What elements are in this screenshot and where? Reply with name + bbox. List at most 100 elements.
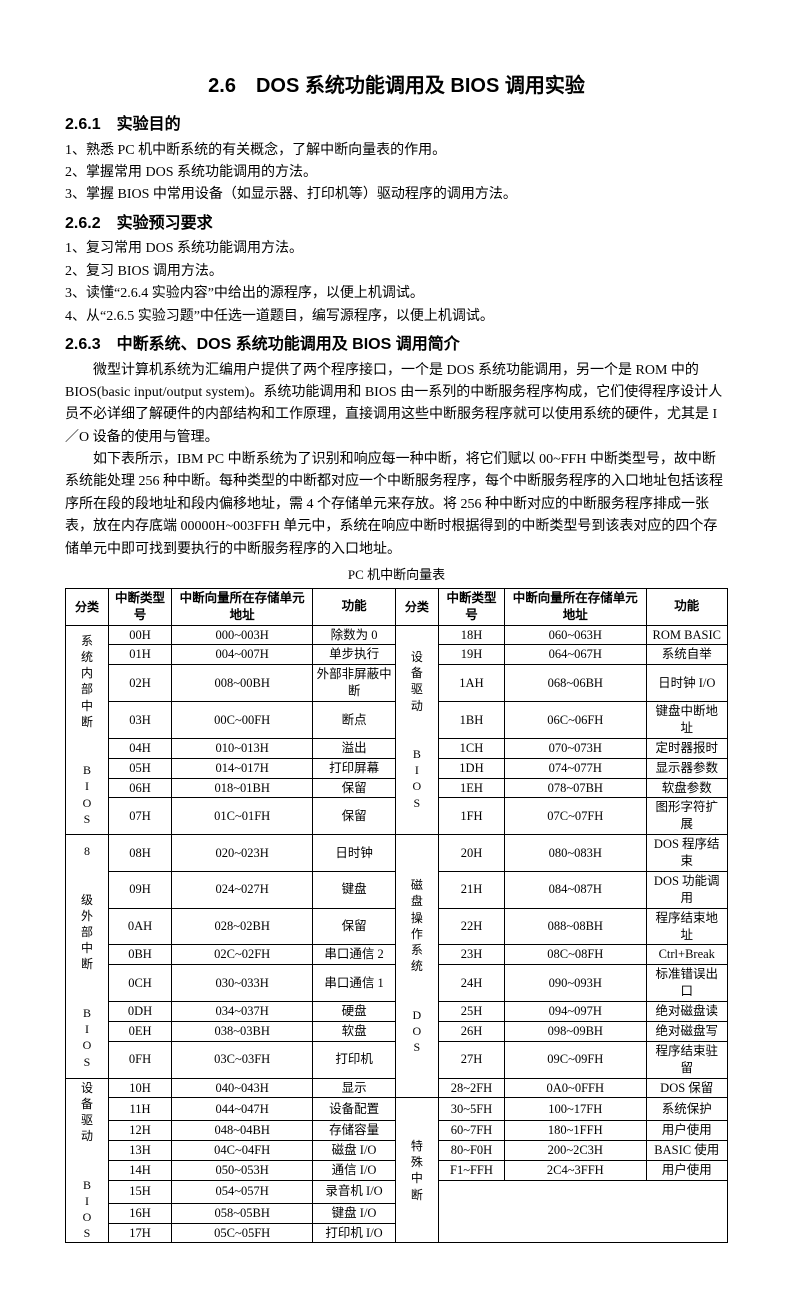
page-title: 2.6 DOS 系统功能调用及 BIOS 调用实验 — [65, 70, 728, 102]
category-cell: 特殊中断 — [395, 1098, 438, 1243]
cell: 图形字符扩展 — [646, 798, 728, 835]
cell: 074~077H — [505, 758, 646, 778]
cell: 098~09BH — [505, 1021, 646, 1041]
cell: 0DH — [109, 1002, 172, 1022]
cell: 26H — [438, 1021, 504, 1041]
category-cell: 设备驱动BIOS — [66, 1078, 109, 1243]
cell: 09C~09FH — [505, 1041, 646, 1078]
cell: 1CH — [438, 738, 504, 758]
cell: 090~093H — [505, 965, 646, 1002]
cell: 1FH — [438, 798, 504, 835]
cell: 200~2C3H — [505, 1141, 646, 1161]
cell: 17H — [109, 1223, 172, 1243]
text-line: 1、熟悉 PC 机中断系统的有关概念，了解中断向量表的作用。 — [65, 140, 728, 162]
table-row: 8级外部中断BIOS 08H020~023H日时钟 磁盘操作系统DOS 20H0… — [66, 835, 728, 872]
cell: 060~063H — [505, 625, 646, 645]
category-cell: 设备驱动BIOS — [395, 625, 438, 835]
cell: DOS 程序结束 — [646, 835, 728, 872]
cell: 日时钟 I/O — [646, 665, 728, 702]
cell: 20H — [438, 835, 504, 872]
cell: 28~2FH — [438, 1078, 504, 1098]
cell: 系统自举 — [646, 645, 728, 665]
cell: 094~097H — [505, 1002, 646, 1022]
cell: 录音机 I/O — [313, 1180, 396, 1203]
cell: 用户使用 — [646, 1161, 728, 1181]
cell: 标准错误出口 — [646, 965, 728, 1002]
cell: 程序结束地址 — [646, 908, 728, 945]
cell: 1BH — [438, 702, 504, 739]
col-addr: 中断向量所在存储单元地址 — [172, 588, 313, 625]
cell: 04C~04FH — [172, 1141, 313, 1161]
cell: 绝对磁盘读 — [646, 1002, 728, 1022]
cell: DOS 功能调用 — [646, 871, 728, 908]
section-2-6-3: 2.6.3 中断系统、DOS 系统功能调用及 BIOS 调用简介 — [65, 332, 728, 358]
cell: 除数为 0 — [313, 625, 396, 645]
cell: 存储容量 — [313, 1121, 396, 1141]
text-line: 2、复习 BIOS 调用方法。 — [65, 261, 728, 283]
cell: 038~03BH — [172, 1021, 313, 1041]
cell: 07H — [109, 798, 172, 835]
cell: 显示器参数 — [646, 758, 728, 778]
cell: 068~06BH — [505, 665, 646, 702]
cell: 键盘 I/O — [313, 1203, 396, 1223]
cell: 0CH — [109, 965, 172, 1002]
cell: 1AH — [438, 665, 504, 702]
cell: 010~013H — [172, 738, 313, 758]
cell: 014~017H — [172, 758, 313, 778]
cell: 通信 I/O — [313, 1161, 396, 1181]
cell: 18H — [438, 625, 504, 645]
cell: 0A0~0FFH — [505, 1078, 646, 1098]
cell: 080~083H — [505, 835, 646, 872]
cell: 000~003H — [172, 625, 313, 645]
cell: 05H — [109, 758, 172, 778]
cell: 054~057H — [172, 1180, 313, 1203]
cell: 048~04BH — [172, 1121, 313, 1141]
cell: 硬盘 — [313, 1002, 396, 1022]
cell: 22H — [438, 908, 504, 945]
cell: 05C~05FH — [172, 1223, 313, 1243]
col-category: 分类 — [66, 588, 109, 625]
cell: 80~F0H — [438, 1141, 504, 1161]
cell: 1DH — [438, 758, 504, 778]
cell: 21H — [438, 871, 504, 908]
cell: 06C~06FH — [505, 702, 646, 739]
cell: 01H — [109, 645, 172, 665]
text-line: 2、掌握常用 DOS 系统功能调用的方法。 — [65, 162, 728, 184]
cell: 070~073H — [505, 738, 646, 758]
cell: 034~037H — [172, 1002, 313, 1022]
cell: 打印屏幕 — [313, 758, 396, 778]
category-cell: 磁盘操作系统DOS — [395, 835, 438, 1098]
cell: 键盘中断地址 — [646, 702, 728, 739]
cell: 04H — [109, 738, 172, 758]
cell: 040~043H — [172, 1078, 313, 1098]
col-type: 中断类型号 — [109, 588, 172, 625]
cell: 028~02BH — [172, 908, 313, 945]
cell: 00H — [109, 625, 172, 645]
cell: 60~7FH — [438, 1121, 504, 1141]
cell: 08C~08FH — [505, 945, 646, 965]
text-line: 1、复习常用 DOS 系统功能调用方法。 — [65, 238, 728, 260]
cell: 1EH — [438, 778, 504, 798]
cell: 004~007H — [172, 645, 313, 665]
cell: 0FH — [109, 1041, 172, 1078]
cell: 软盘 — [313, 1021, 396, 1041]
cell: 外部非屏蔽中断 — [313, 665, 396, 702]
cell: ROM BASIC — [646, 625, 728, 645]
cell: 180~1FFH — [505, 1121, 646, 1141]
cell: 保留 — [313, 778, 396, 798]
cell: 用户使用 — [646, 1121, 728, 1141]
cell: 0AH — [109, 908, 172, 945]
cell: 13H — [109, 1141, 172, 1161]
paragraph: 如下表所示，IBM PC 中断系统为了识别和响应每一种中断，将它们赋以 00~F… — [65, 449, 728, 561]
cell: 024~027H — [172, 871, 313, 908]
cell: 0BH — [109, 945, 172, 965]
cell: 10H — [109, 1078, 172, 1098]
text-line: 3、读懂“2.6.4 实验内容”中给出的源程序，以便上机调试。 — [65, 283, 728, 305]
cell: 044~047H — [172, 1098, 313, 1121]
cell: 系统保护 — [646, 1098, 728, 1121]
col-category: 分类 — [395, 588, 438, 625]
cell: 绝对磁盘写 — [646, 1021, 728, 1041]
col-type: 中断类型号 — [438, 588, 504, 625]
cell: 02C~02FH — [172, 945, 313, 965]
cell: 串口通信 2 — [313, 945, 396, 965]
